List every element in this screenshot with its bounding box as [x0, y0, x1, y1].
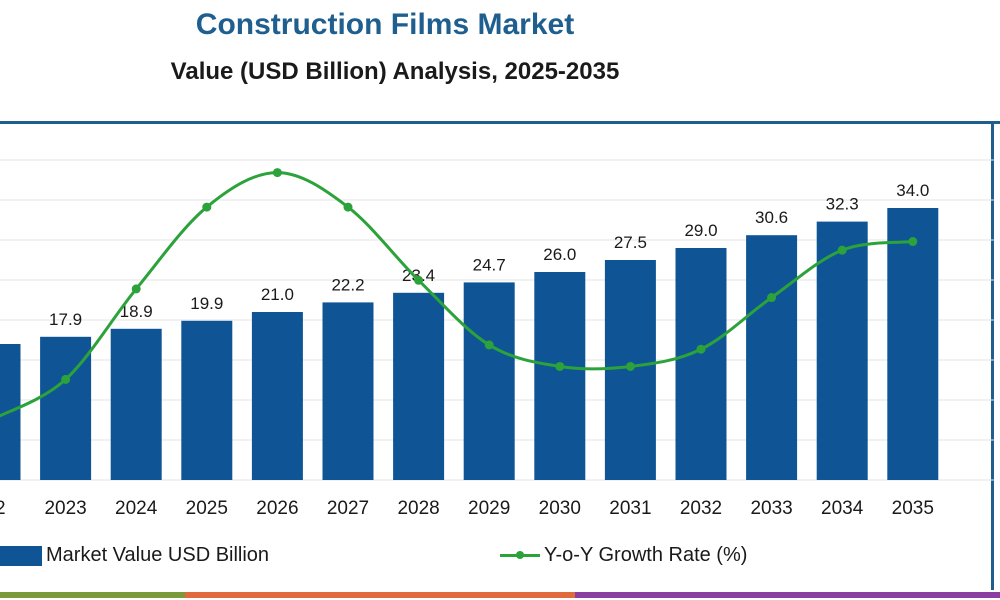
bar-value-label: 18.9: [120, 302, 153, 321]
legend-label-market-value: Market Value USD Billion: [46, 544, 270, 566]
growth-rate-point: [555, 361, 565, 371]
x-tick-label: 2024: [115, 498, 158, 519]
chart-plot: 02217.9202318.9202419.9202521.0202622.22…: [0, 159, 994, 519]
bar-value-label: 24.7: [473, 255, 506, 274]
legend-item-market-value: Market Value USD Billion: [0, 544, 269, 567]
bar-value-label: 17.9: [49, 310, 82, 329]
x-tick-label: 2025: [186, 498, 228, 519]
header-divider: [0, 121, 1000, 124]
bar: [463, 282, 515, 480]
growth-rate-point: [61, 374, 71, 384]
x-tick-label: 2030: [539, 498, 581, 519]
bar: [675, 248, 727, 480]
bar-value-label: 21.0: [261, 285, 294, 304]
bar-value-label: 32.3: [826, 195, 859, 214]
x-tick-label: 2023: [44, 498, 86, 519]
bar-value-label: 27.5: [614, 233, 647, 252]
x-tick-label: 22: [0, 498, 6, 519]
bar-value-label: 34.0: [896, 181, 929, 200]
growth-rate-point: [414, 275, 424, 285]
bar: [322, 302, 374, 480]
growth-rate-point: [625, 361, 635, 371]
bar: [887, 208, 939, 480]
legend-line-marker: [500, 551, 540, 559]
plot-frame: [0, 124, 994, 590]
bar: [816, 221, 868, 480]
x-tick-label: 2032: [680, 498, 722, 519]
bar: [181, 320, 233, 480]
chart-legend: Market Value USD Billion Y-o-Y Growth Ra…: [0, 540, 1000, 574]
bar-value-label: 19.9: [190, 294, 223, 313]
x-tick-label: 2026: [256, 498, 298, 519]
bar-value-label: 22.2: [331, 275, 364, 294]
bar: [110, 328, 162, 480]
growth-rate-point: [767, 293, 777, 303]
growth-rate-point: [202, 202, 212, 212]
bar: [746, 235, 798, 480]
legend-label-growth-rate: Y-o-Y Growth Rate (%): [544, 544, 748, 566]
growth-rate-point: [837, 245, 847, 255]
growth-rate-point: [696, 344, 706, 354]
accent-segment-orange: [185, 592, 575, 598]
x-tick-label: 2029: [468, 498, 510, 519]
x-tick-label: 2034: [821, 498, 864, 519]
chart-subtitle: Value (USD Billion) Analysis, 2025-2035: [170, 58, 620, 85]
bar: [393, 292, 445, 480]
bottom-accent-strip: [0, 590, 1000, 600]
chart-title: Construction Films Market: [195, 8, 575, 41]
x-tick-label: 2031: [609, 498, 651, 519]
bar-value-label: 26.0: [543, 245, 576, 264]
growth-rate-point: [484, 340, 494, 350]
x-tick-label: 2028: [397, 498, 439, 519]
legend-item-growth-rate: Y-o-Y Growth Rate (%): [500, 544, 747, 567]
legend-bar-swatch: [0, 545, 42, 566]
growth-rate-point: [343, 202, 353, 212]
x-tick-label: 2035: [892, 498, 934, 519]
accent-segment-purple: [575, 592, 1000, 598]
bar: [251, 312, 303, 480]
growth-rate-point: [131, 284, 141, 294]
x-tick-label: 2033: [750, 498, 792, 519]
accent-segment-green: [0, 592, 185, 598]
growth-rate-point: [908, 237, 918, 247]
bar-value-label: 30.6: [755, 208, 788, 227]
bar-value-label: 29.0: [684, 221, 717, 240]
growth-rate-point: [272, 168, 282, 178]
x-tick-label: 2027: [327, 498, 369, 519]
bar: [534, 272, 586, 480]
